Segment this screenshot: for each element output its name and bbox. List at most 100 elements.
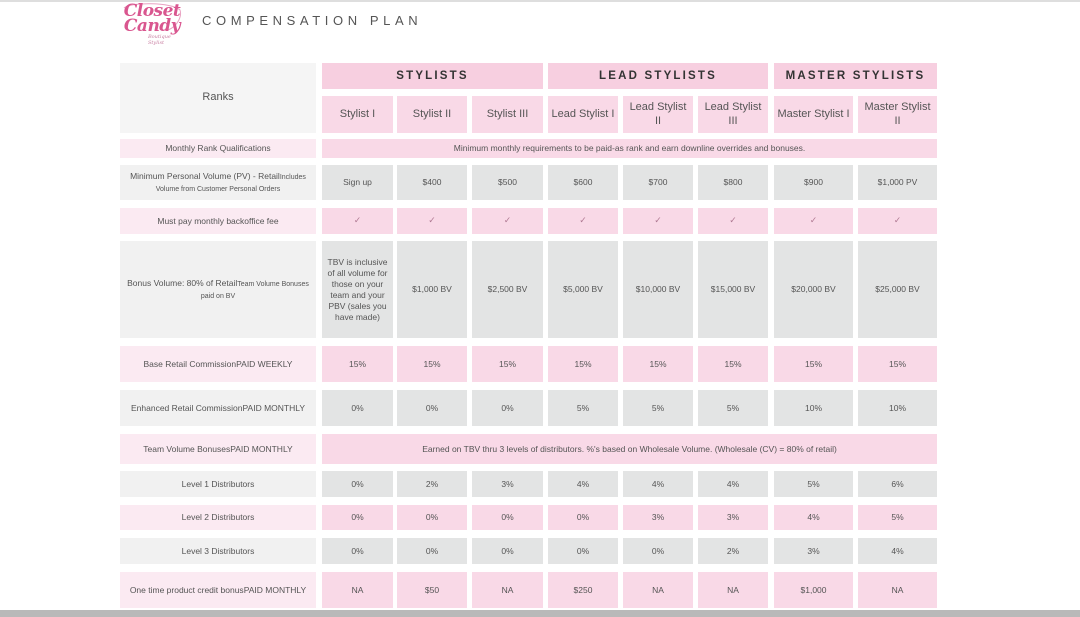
check-cell: ✓ — [548, 208, 618, 234]
row-sublabel-text: Team Volume Bonuses paid on BV — [200, 280, 309, 300]
value-cell: $10,000 BV — [623, 241, 693, 338]
value-cell: $700 — [623, 165, 693, 200]
value-cell: 15% — [397, 346, 467, 382]
value-cell: 15% — [472, 346, 543, 382]
row-label-text: Bonus Volume: 80% of Retail — [127, 277, 238, 288]
check-cell: ✓ — [858, 208, 937, 234]
value-cell: 3% — [774, 538, 853, 564]
value-cell: 15% — [623, 346, 693, 382]
value-cell: 4% — [623, 471, 693, 497]
rank-header: Stylist I — [322, 96, 393, 133]
row-sublabel-text: PAID MONTHLY — [243, 584, 307, 595]
row-label-credit-bonus: One time product credit bonusPAID MONTHL… — [120, 572, 316, 608]
value-cell: 10% — [858, 390, 937, 426]
value-cell: 5% — [623, 390, 693, 426]
check-cell: ✓ — [774, 208, 853, 234]
value-cell: $800 — [698, 165, 768, 200]
row-label-text: Enhanced Retail Commission — [131, 402, 243, 413]
value-cell: 10% — [774, 390, 853, 426]
value-cell: 4% — [698, 471, 768, 497]
group-header-stylists: STYLISTS — [322, 63, 543, 89]
value-cell: 15% — [322, 346, 393, 382]
value-cell: 0% — [397, 390, 467, 426]
row-label-backoffice: Must pay monthly backoffice fee — [120, 208, 316, 234]
value-cell: $1,000 — [774, 572, 853, 608]
value-cell: 3% — [472, 471, 543, 497]
check-cell: ✓ — [623, 208, 693, 234]
rank-header: Lead Stylist II — [623, 96, 693, 133]
row-label-rank-qual: Monthly Rank Qualifications — [120, 139, 316, 158]
value-cell: NA — [698, 572, 768, 608]
value-cell: 3% — [698, 505, 768, 530]
row-label-min-pv: Minimum Personal Volume (PV) - RetailInc… — [120, 165, 316, 200]
rank-header: Stylist II — [397, 96, 467, 133]
row-span-team-volume: Earned on TBV thru 3 levels of distribut… — [322, 434, 937, 464]
value-cell: 5% — [548, 390, 618, 426]
value-cell: 0% — [472, 505, 543, 530]
group-header-lead-stylists: LEAD STYLISTS — [548, 63, 768, 89]
value-cell: 0% — [397, 505, 467, 530]
row-label-text: One time product credit bonus — [129, 584, 244, 595]
value-cell: $50 — [397, 572, 467, 608]
value-cell: 5% — [774, 471, 853, 497]
value-cell: 5% — [858, 505, 937, 530]
value-cell: 15% — [774, 346, 853, 382]
value-cell: 0% — [322, 471, 393, 497]
value-cell: 3% — [623, 505, 693, 530]
row-label-text: Team Volume Bonuses — [143, 443, 231, 454]
row-label-text: Level 1 Distributors — [181, 478, 255, 489]
row-label-team-volume: Team Volume BonusesPAID MONTHLY — [120, 434, 316, 464]
value-cell: $600 — [548, 165, 618, 200]
ranks-header-cell: Ranks — [120, 63, 316, 133]
rank-header: Lead Stylist III — [698, 96, 768, 133]
value-cell: NA — [472, 572, 543, 608]
check-cell: ✓ — [698, 208, 768, 234]
row-label-level2: Level 2 Distributors — [120, 505, 316, 530]
value-cell: $25,000 BV — [858, 241, 937, 338]
row-label-level3: Level 3 Distributors — [120, 538, 316, 564]
closet-candy-logo: Closet Candy Boutique Stylist — [120, 2, 184, 46]
value-cell: NA — [623, 572, 693, 608]
value-cell: 2% — [698, 538, 768, 564]
value-cell: 5% — [698, 390, 768, 426]
value-cell: 0% — [322, 505, 393, 530]
row-sublabel-text: PAID WEEKLY — [236, 358, 293, 369]
rank-header: Stylist III — [472, 96, 543, 133]
value-cell: 6% — [858, 471, 937, 497]
row-label-enhanced-retail: Enhanced Retail CommissionPAID MONTHLY — [120, 390, 316, 426]
value-cell: 0% — [472, 538, 543, 564]
page-title: COMPENSATION PLAN — [202, 13, 423, 28]
row-sublabel-text: PAID MONTHLY — [230, 443, 293, 454]
value-cell: 15% — [858, 346, 937, 382]
value-cell: 0% — [472, 390, 543, 426]
value-cell: 2% — [397, 471, 467, 497]
bottom-scrollbar[interactable] — [0, 610, 1080, 617]
value-cell: 0% — [397, 538, 467, 564]
value-cell: $900 — [774, 165, 853, 200]
value-cell: 0% — [322, 538, 393, 564]
value-cell: 0% — [623, 538, 693, 564]
row-label-text: Level 3 Distributors — [181, 545, 255, 556]
value-cell: 0% — [322, 390, 393, 426]
row-label-bonus-volume: Bonus Volume: 80% of RetailTeam Volume B… — [120, 241, 316, 338]
row-sublabel-text: PAID MONTHLY — [242, 402, 306, 413]
value-cell: $1,000 PV — [858, 165, 937, 200]
value-cell: NA — [322, 572, 393, 608]
row-label-level1: Level 1 Distributors — [120, 471, 316, 497]
rank-header: Master Stylist II — [858, 96, 937, 133]
row-label-base-retail: Base Retail CommissionPAID WEEKLY — [120, 346, 316, 382]
value-cell: Sign up — [322, 165, 393, 200]
check-cell: ✓ — [322, 208, 393, 234]
value-cell: $15,000 BV — [698, 241, 768, 338]
logo-tagline: Boutique Stylist — [148, 34, 171, 46]
row-label-text: Monthly Rank Qualifications — [165, 143, 271, 154]
value-cell: $250 — [548, 572, 618, 608]
value-cell: $400 — [397, 165, 467, 200]
row-span-rank-qual: Minimum monthly requirements to be paid-… — [322, 139, 937, 158]
rank-header: Lead Stylist I — [548, 96, 618, 133]
value-cell: TBV is inclusive of all volume for those… — [322, 241, 393, 338]
value-cell: $20,000 BV — [774, 241, 853, 338]
group-header-master-stylists: MASTER STYLISTS — [774, 63, 937, 89]
row-label-text: Base Retail Commission — [143, 358, 237, 369]
row-label-text: Minimum Personal Volume (PV) - Retail — [130, 170, 280, 181]
